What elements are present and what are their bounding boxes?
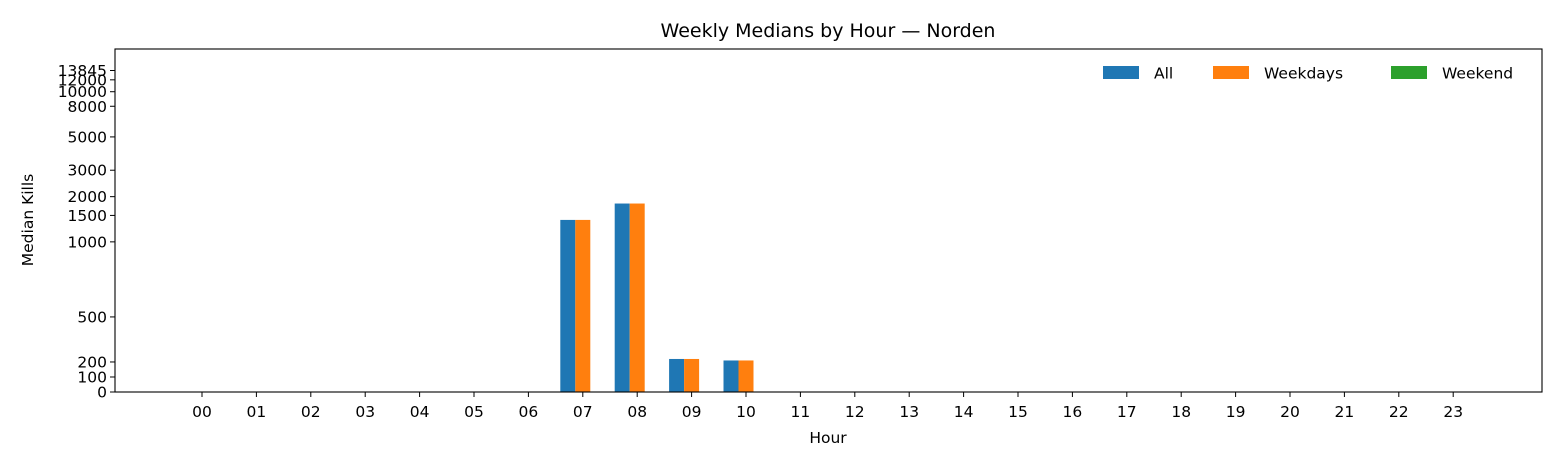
x-tick-label: 06 — [519, 403, 539, 421]
x-tick-label: 05 — [464, 403, 484, 421]
x-tick-label: 14 — [954, 403, 974, 421]
y-tick-label: 13845 — [58, 62, 107, 80]
x-tick-label: 11 — [791, 403, 811, 421]
x-tick-label: 21 — [1335, 403, 1355, 421]
bar-all-08 — [614, 203, 630, 392]
y-tick-label: 12000 — [58, 71, 107, 89]
legend-swatch-weekdays — [1213, 66, 1249, 79]
bar-weekdays-08 — [629, 203, 645, 392]
x-tick-label: 10 — [736, 403, 756, 421]
x-tick-label: 16 — [1063, 403, 1083, 421]
legend-swatch-all — [1103, 66, 1139, 79]
y-tick-label: 8000 — [68, 98, 107, 116]
bar-weekdays-10 — [738, 360, 754, 392]
legend-label-weekdays: Weekdays — [1264, 65, 1343, 83]
x-tick-label: 22 — [1389, 403, 1409, 421]
x-tick-label: 01 — [247, 403, 267, 421]
bar-all-10 — [723, 360, 739, 392]
bars — [560, 203, 754, 392]
y-tick-label: 100 — [77, 368, 107, 386]
x-tick-label: 17 — [1117, 403, 1137, 421]
x-tick-label: 09 — [682, 403, 702, 421]
x-tick-label: 20 — [1280, 403, 1300, 421]
legend-label-all: All — [1154, 65, 1173, 83]
x-tick-label: 23 — [1443, 403, 1463, 421]
bar-weekdays-07 — [575, 219, 591, 392]
legend-swatch-weekend — [1391, 66, 1427, 79]
plot-frame — [114, 48, 1543, 393]
y-tick-label: 500 — [77, 308, 107, 326]
legend: All Weekdays Weekend — [1103, 65, 1513, 83]
y-axis: 0100200500100015002000300050008000100001… — [58, 62, 115, 402]
x-tick-label: 00 — [192, 403, 212, 421]
x-axis: 00 01 02 03 04 05 06 07 08 09 10 11 12 13 14 15 16 17 18 19… — [192, 392, 1463, 421]
x-tick-label: 15 — [1008, 403, 1028, 421]
x-tick-label: 08 — [627, 403, 647, 421]
y-tick-label: 0 — [97, 384, 107, 402]
y-tick-label: 3000 — [68, 162, 107, 180]
x-tick-label: 18 — [1171, 403, 1191, 421]
x-axis-title: Hour — [809, 429, 847, 447]
y-tick-label: 5000 — [68, 128, 107, 146]
x-tick-label: 07 — [573, 403, 593, 421]
x-tick-label: 13 — [899, 403, 919, 421]
y-tick-label: 2000 — [68, 188, 107, 206]
x-tick-label: 19 — [1226, 403, 1246, 421]
x-tick-label: 03 — [355, 403, 375, 421]
y-tick-label: 200 — [77, 353, 107, 371]
x-tick-label: 02 — [301, 403, 321, 421]
chart-title: Weekly Medians by Hour — Norden — [661, 20, 996, 42]
bar-all-09 — [669, 358, 685, 392]
legend-label-weekend: Weekend — [1442, 65, 1513, 83]
x-tick-label: 12 — [845, 403, 865, 421]
y-axis-title: Median Kills — [19, 174, 37, 266]
bar-all-07 — [560, 219, 576, 392]
x-tick-label: 04 — [410, 403, 430, 421]
y-tick-label: 1000 — [68, 233, 107, 251]
y-tick-label: 10000 — [58, 83, 107, 101]
bar-weekdays-09 — [684, 358, 700, 392]
y-tick-label: 1500 — [68, 207, 107, 225]
